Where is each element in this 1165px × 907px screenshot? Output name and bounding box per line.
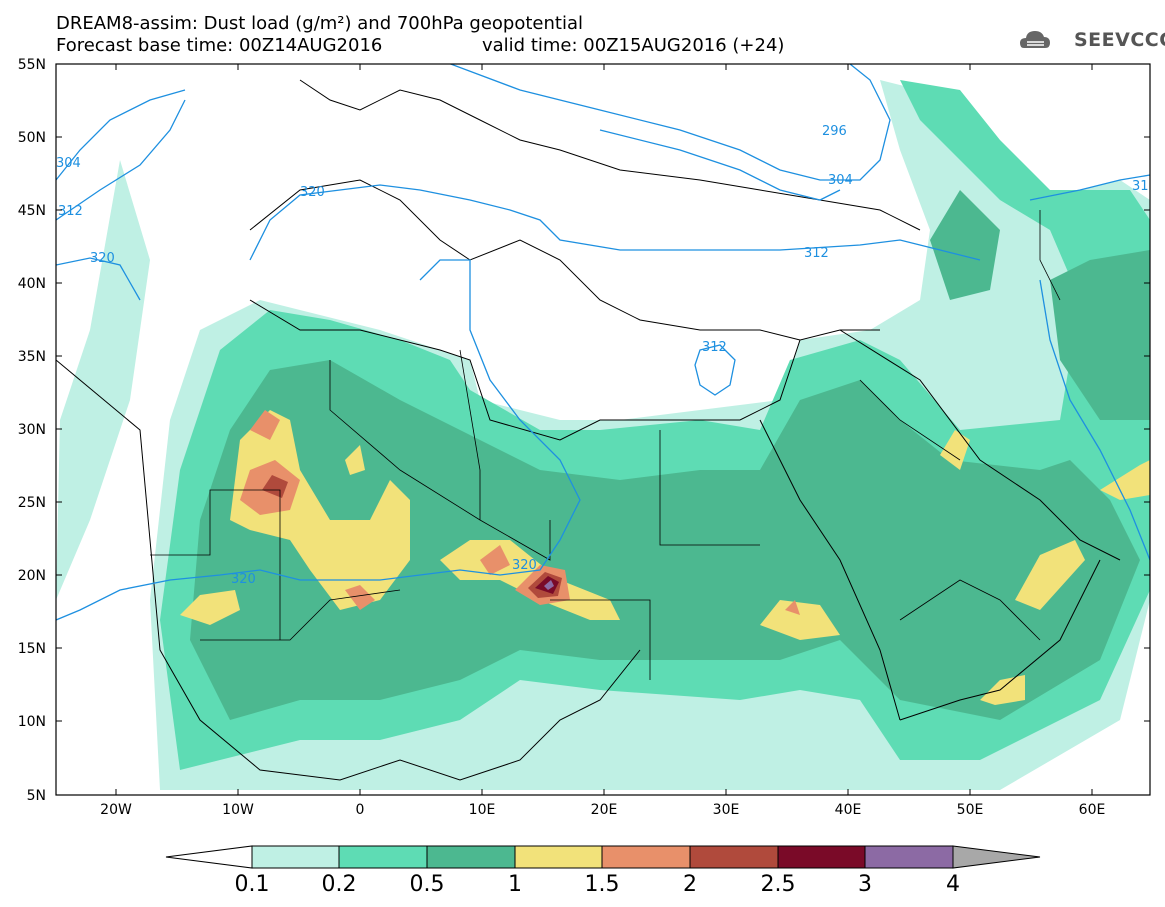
colorbar-label: 0.1 [234, 872, 270, 897]
seevccc-logo-icon [1020, 31, 1050, 48]
country-borders [150, 210, 1061, 680]
lat-label: 15N [18, 641, 46, 657]
colorbar-under-arrow [165, 845, 253, 869]
colorbar-label: 3 [858, 872, 872, 897]
contour-label: 304 [828, 173, 853, 188]
lat-label: 25N [18, 495, 46, 511]
contour-label: 312 [702, 340, 727, 355]
lat-label: 50N [18, 130, 46, 146]
colorbar-bin-6 [777, 845, 866, 869]
lon-label: 10E [469, 802, 496, 818]
lon-label: 60E [1079, 802, 1106, 818]
lat-axis [56, 63, 1150, 722]
colorbar-bin-2 [426, 845, 516, 869]
colorbar-label: 0.5 [409, 872, 445, 897]
colorbar-label: 2.5 [760, 872, 796, 897]
colorbar-over-arrow [952, 845, 1041, 869]
contour-label: 312 [804, 246, 829, 261]
colorbar-label: 1 [508, 872, 522, 897]
dust-level-03 [190, 190, 1150, 720]
contour-label: 312 [58, 204, 83, 219]
map-area: 296 304 312 312 312 320 320 320 320 304 … [56, 64, 1150, 795]
lat-labels: 55N 50N 45N 40N 35N 30N 25N 20N 15N 10N … [18, 57, 46, 804]
lat-label: 35N [18, 349, 46, 365]
lat-label: 40N [18, 276, 46, 292]
logo-text: SEEVCCC [1074, 29, 1165, 51]
lat-label: 20N [18, 568, 46, 584]
lon-axis [115, 64, 1093, 795]
colorbar-bin-4 [601, 845, 691, 869]
lat-label: 55N [18, 57, 46, 73]
lon-label: 0 [356, 802, 365, 818]
forecast-base-time: Forecast base time: 00Z14AUG2016 [56, 35, 383, 56]
lon-label: 20W [100, 802, 132, 818]
lon-labels: 20W 10W 0 10E 20E 30E 40E 50E 60E [100, 802, 1105, 818]
lon-label: 30E [713, 802, 740, 818]
contour-label: 320 [512, 558, 537, 573]
contour-label: 320 [231, 572, 256, 587]
colorbar-bin-1 [338, 845, 428, 869]
map-title: DREAM8-assim: Dust load (g/m²) and 700hP… [56, 13, 583, 34]
lon-label: 50E [957, 802, 984, 818]
lon-label: 40E [835, 802, 862, 818]
contour-label: 320 [300, 185, 325, 200]
contour-label: 296 [822, 124, 847, 139]
geopotential-contours [56, 64, 1150, 621]
contour-labels: 296 304 312 312 312 320 320 320 320 304 … [56, 124, 1149, 587]
valid-time: valid time: 00Z15AUG2016 (+24) [482, 35, 785, 56]
lat-label: 45N [18, 203, 46, 219]
coastlines [56, 79, 1121, 781]
colorbar-label: 0.2 [321, 872, 357, 897]
colorbar-bin-0 [251, 845, 340, 869]
colorbar-label: 4 [946, 872, 960, 897]
colorbar-bin-7 [864, 845, 954, 869]
lat-label: 10N [18, 714, 46, 730]
contour-label: 320 [90, 251, 115, 266]
colorbar-bin-3 [514, 845, 603, 869]
colorbar-label: 2 [683, 872, 697, 897]
dust-level-08 [544, 580, 554, 590]
lon-label: 20E [591, 802, 618, 818]
colorbar-bin-5 [689, 845, 779, 869]
lat-label: 5N [27, 788, 46, 804]
lat-label: 30N [18, 422, 46, 438]
contour-label: 31 [1132, 179, 1149, 194]
contour-label: 304 [56, 156, 81, 171]
colorbar [165, 845, 1041, 869]
colorbar-label: 1.5 [584, 872, 620, 897]
lon-label: 10W [222, 802, 254, 818]
